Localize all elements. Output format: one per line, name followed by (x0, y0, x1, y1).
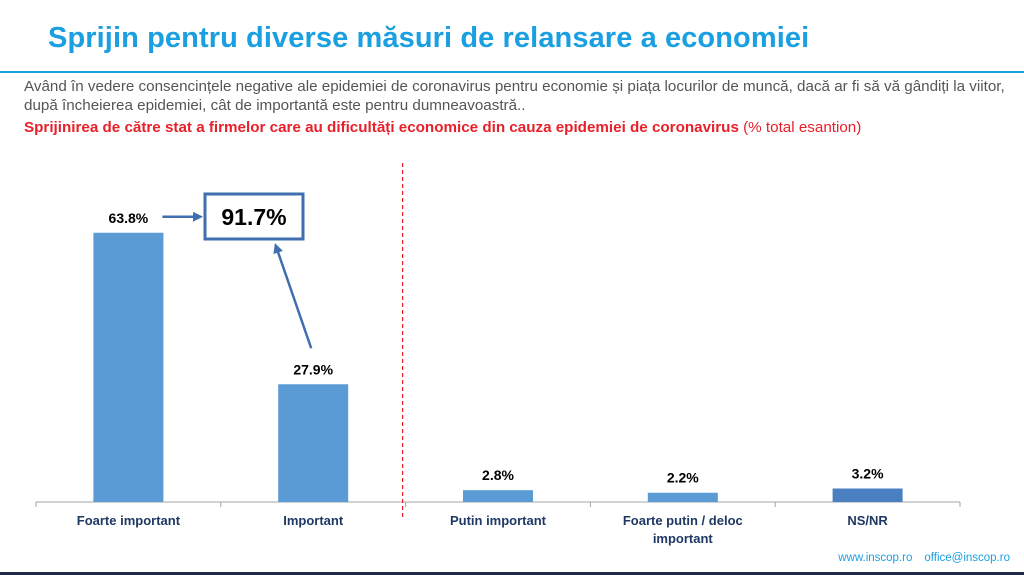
title-divider (0, 71, 1024, 73)
footer-email[interactable]: office@inscop.ro (924, 552, 1010, 564)
data-label: 3.2% (852, 465, 884, 481)
tick-label: Important (283, 513, 344, 528)
chart-subtitle-main: Sprijinirea de către stat a firmelor car… (24, 119, 739, 136)
chart-subtitle-note: (% total esantion) (738, 119, 862, 136)
footer-website[interactable]: www.inscop.ro (838, 552, 913, 564)
data-label: 63.8% (109, 210, 149, 226)
tick-label: important (653, 531, 714, 546)
tick-label: Putin important (450, 513, 547, 528)
tick-label: Foarte important (77, 513, 181, 528)
tick-label: NS/NR (847, 513, 888, 528)
data-label: 2.8% (482, 467, 514, 483)
bar (93, 232, 164, 502)
annotation-arrow (273, 243, 313, 349)
annotation-box (203, 192, 305, 241)
annotation-total: 91.7% (221, 204, 286, 230)
bar (463, 490, 533, 502)
survey-question: Având în vedere consencințele negative a… (24, 78, 1005, 114)
page-title: Sprijin pentru diverse măsuri de relansa… (48, 22, 810, 54)
bar (647, 492, 718, 502)
footer-contacts: www.inscop.ro office@inscop.ro (838, 552, 1010, 564)
data-label: 27.9% (293, 361, 333, 377)
footer-divider (0, 572, 1024, 575)
bar (278, 384, 349, 502)
data-label: 2.2% (667, 470, 699, 486)
tick-label: Foarte putin / deloc (623, 513, 743, 528)
bar (832, 488, 903, 502)
chart-subtitle: Sprijinirea de către stat a firmelor car… (24, 118, 1004, 138)
